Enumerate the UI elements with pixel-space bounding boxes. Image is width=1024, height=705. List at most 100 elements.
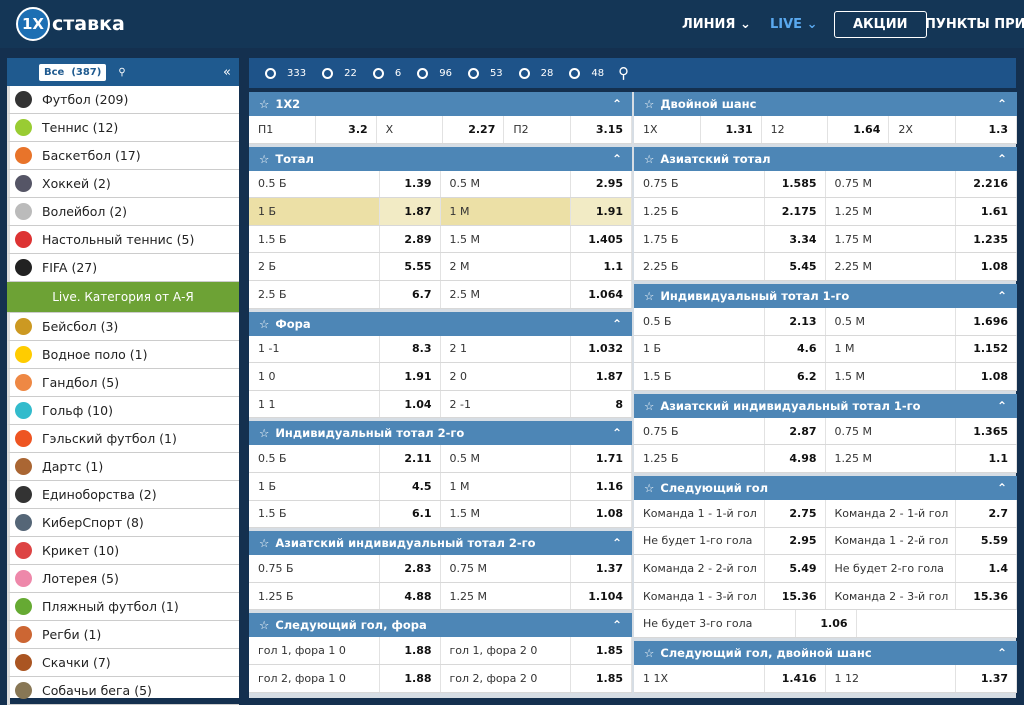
outcome-label[interactable]: 1.25 М [834, 204, 872, 218]
sport-item[interactable]: КиберСпорт (8) [7, 509, 239, 537]
outcome-label[interactable]: Команда 2 - 3-й гол [834, 589, 949, 603]
odds-value[interactable]: 2.95 [763, 527, 826, 555]
sport-item[interactable]: Гэльский футбол (1) [7, 425, 239, 453]
outcome-label[interactable]: 2 -1 [449, 397, 471, 411]
outcome-label[interactable]: гол 1, фора 1 0 [258, 644, 346, 658]
odds-value[interactable]: 1.91 [378, 363, 441, 390]
market-header[interactable]: ☆ 1X2 [249, 92, 632, 116]
odds-value[interactable]: 2.175 [763, 198, 826, 225]
outcome-label[interactable]: П2 [513, 122, 529, 136]
odds-value[interactable]: 4.88 [378, 582, 441, 610]
outcome-label[interactable]: X [385, 122, 394, 136]
odds-value[interactable]: 1.61 [955, 198, 1017, 225]
star-icon[interactable]: ☆ [259, 536, 270, 551]
odds-value[interactable]: 15.36 [763, 582, 826, 610]
odds-value[interactable]: 1.405 [570, 225, 632, 253]
outcome-label[interactable]: 2.5 Б [258, 287, 287, 301]
filter-count[interactable]: 28 [511, 67, 553, 79]
odds-value[interactable]: 1.3 [955, 116, 1018, 143]
outcome-label[interactable]: 1 Б [643, 342, 662, 356]
odds-value[interactable]: 3.34 [763, 225, 826, 253]
odds-value[interactable]: 2.27 [442, 116, 505, 143]
outcome-label[interactable]: 2 1 [449, 342, 468, 356]
market-header[interactable]: ☆ Индивидуальный тотал 2-го [249, 421, 632, 446]
odds-value[interactable]: 1.4 [955, 555, 1017, 582]
sport-item[interactable]: Водное поло (1) [7, 341, 239, 369]
outcome-label[interactable]: гол 2, фора 1 0 [258, 671, 346, 685]
outcome-label[interactable]: 1.5 М [449, 507, 480, 521]
outcome-label[interactable]: 1 1X [643, 671, 669, 685]
market-header[interactable]: ☆ Азиатский индивидуальный тотал 1-го [634, 393, 1017, 418]
odds-value[interactable]: 8 [570, 390, 632, 418]
odds-value[interactable]: 6.1 [378, 500, 441, 528]
outcome-label[interactable]: 1 0 [258, 369, 276, 383]
outcome-label[interactable]: Не будет 1-го гола [643, 534, 753, 548]
odds-value[interactable]: 1.08 [955, 253, 1017, 280]
outcome-label[interactable]: 1 1 [258, 397, 276, 411]
market-header[interactable]: ☆ Следующий гол, двойной шанс [634, 640, 1017, 665]
outcome-label[interactable]: 1 Б [258, 479, 277, 493]
outcome-label[interactable]: 0.5 Б [643, 314, 672, 328]
outcome-label[interactable]: Команда 1 - 2-й гол [834, 534, 949, 548]
outcome-label[interactable]: П1 [258, 122, 274, 136]
odds-value[interactable]: 1.88 [378, 664, 441, 692]
outcome-label[interactable]: 12 [770, 122, 785, 136]
odds-value[interactable]: 2.87 [763, 417, 826, 445]
star-icon[interactable]: ☆ [644, 97, 655, 111]
outcome-label[interactable]: 1 12 [834, 671, 860, 685]
outcome-label[interactable]: 0.5 М [449, 177, 480, 191]
outcome-label[interactable]: 1.5 Б [643, 369, 672, 383]
logo[interactable]: 1X ставка [16, 6, 125, 42]
odds-value[interactable]: 4.98 [763, 445, 826, 472]
filter-count[interactable]: 48 [561, 67, 604, 79]
odds-value[interactable]: 1.85 [570, 664, 632, 692]
filter-count[interactable]: 6 [365, 67, 401, 79]
filter-count[interactable]: 22 [314, 67, 357, 79]
odds-value[interactable]: 1.87 [378, 198, 441, 225]
outcome-label[interactable]: 2.5 М [449, 287, 480, 301]
outcome-label[interactable]: 0.75 М [834, 424, 872, 438]
market-header[interactable]: ☆ Двойной шанс [634, 92, 1017, 116]
outcome-label[interactable]: 1.25 Б [643, 452, 679, 466]
odds-value[interactable]: 1.87 [570, 363, 632, 390]
odds-value[interactable]: 1.365 [955, 417, 1017, 445]
search-icon[interactable]: ⚲ [118, 66, 126, 78]
sport-item[interactable]: Единоборства (2) [7, 481, 239, 509]
filter-count[interactable]: 333 [257, 67, 306, 79]
outcome-label[interactable]: 1.5 Б [258, 232, 287, 246]
odds-value[interactable]: 2.75 [763, 499, 826, 527]
odds-value[interactable]: 2.89 [378, 225, 441, 253]
star-icon[interactable]: ☆ [259, 97, 270, 111]
outcome-label[interactable]: 0.5 Б [258, 177, 287, 191]
nav-line[interactable]: ЛИНИЯ ⌄ [682, 16, 751, 32]
nav-live[interactable]: LIVE ⌄ [770, 16, 818, 32]
odds-value[interactable]: 2.7 [955, 499, 1017, 527]
outcome-label[interactable]: 1 М [449, 479, 470, 493]
star-icon[interactable]: ☆ [259, 316, 270, 331]
outcome-label[interactable]: 0.75 Б [258, 561, 294, 575]
odds-value[interactable]: 4.5 [378, 472, 441, 500]
odds-value[interactable]: 5.59 [955, 527, 1017, 555]
odds-value[interactable]: 1.71 [570, 445, 632, 472]
odds-value[interactable]: 5.45 [763, 253, 826, 280]
outcome-label[interactable]: 0.75 М [449, 561, 487, 575]
outcome-label[interactable]: Команда 1 - 3-й гол [643, 589, 757, 603]
odds-value[interactable]: 1.64 [827, 116, 890, 143]
search-icon[interactable]: ⚲ [618, 64, 630, 82]
odds-value[interactable]: 1.08 [955, 363, 1017, 390]
market-header[interactable]: ☆ Тотал [249, 146, 632, 171]
outcome-label[interactable]: Команда 2 - 1-й гол [834, 506, 949, 520]
sport-item[interactable]: Гольф (10) [7, 397, 239, 425]
sport-item[interactable]: FIFA (27) [7, 254, 239, 282]
outcome-label[interactable]: 0.75 Б [643, 177, 679, 191]
outcome-label[interactable]: 1 М [834, 342, 855, 356]
outcome-label[interactable]: 0.5 Б [258, 452, 287, 466]
filter-count[interactable]: 96 [409, 67, 452, 79]
star-icon[interactable]: ☆ [644, 645, 655, 660]
outcome-label[interactable]: 0.75 М [834, 177, 872, 191]
market-header[interactable]: ☆ Следующий гол, фора [249, 613, 632, 638]
star-icon[interactable]: ☆ [644, 398, 655, 413]
outcome-label[interactable]: 1 М [449, 204, 470, 218]
outcome-label[interactable]: Не будет 3-го гола [643, 617, 753, 631]
odds-value[interactable]: 1.1 [955, 445, 1017, 472]
